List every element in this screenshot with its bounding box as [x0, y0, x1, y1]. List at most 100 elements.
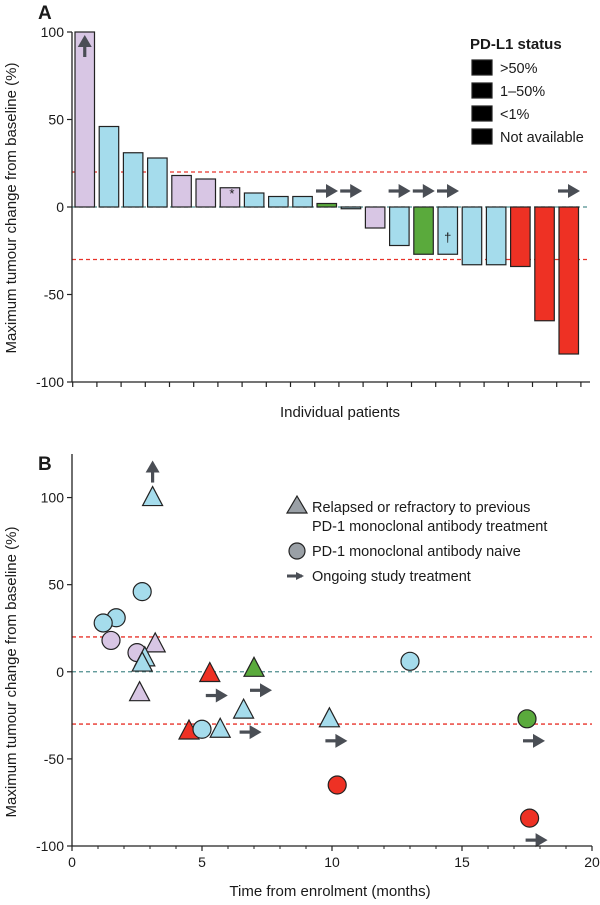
legend-swatch-gt50	[471, 59, 493, 76]
legend-swatch-1-50	[471, 82, 493, 99]
point-circle-19	[327, 775, 347, 795]
bar-mark-6: *	[229, 186, 234, 201]
ongoing-arrow-14	[412, 184, 435, 198]
ongoing-arrow-15-head	[447, 184, 459, 198]
bar-9	[292, 195, 313, 208]
ongoing-arrow-20	[558, 184, 580, 198]
legend-title: PD-L1 status	[470, 36, 562, 53]
y-tick-label-b-1: 50	[48, 577, 64, 593]
x-tick-label-b-1: 5	[198, 854, 206, 870]
legend-triangle-line2: PD-1 monoclonal antibody treatment	[312, 519, 547, 535]
bar-14	[413, 206, 434, 255]
bar-6	[219, 187, 241, 208]
y-tick-label-a-0: 100	[41, 24, 65, 40]
point-up-arrow-0-head	[145, 460, 160, 473]
legend-label-gt50: >50%	[500, 61, 538, 77]
bar-8	[268, 195, 289, 208]
panel-a-xlabel: Individual patients	[280, 404, 400, 421]
panel-a-ylabel: Maximum tumour change from baseline (%)	[3, 63, 20, 354]
point-triangle-13	[232, 697, 255, 719]
bar-16	[461, 206, 483, 266]
point-triangle-12	[128, 680, 151, 702]
y-tick-label-a-1: 50	[48, 112, 64, 128]
point-ongoing-arrow-10-head	[215, 688, 228, 703]
bar-0	[74, 31, 96, 208]
x-tick-label-b-3: 15	[454, 854, 470, 870]
bar-11	[340, 206, 362, 210]
point-circle-4	[101, 630, 121, 651]
bar-19	[534, 206, 555, 322]
point-ongoing-arrow-13-head	[249, 725, 262, 740]
point-circle-9	[400, 651, 420, 671]
bar-1	[98, 125, 120, 208]
x-tick-label-b-4: 20	[584, 854, 600, 870]
point-circle-17	[192, 719, 212, 739]
bar-5	[195, 178, 217, 208]
panel-b-points	[93, 460, 548, 848]
bar-mark-15: †	[444, 230, 451, 245]
point-ongoing-arrow-14-head	[335, 733, 348, 748]
up-arrow-0-head	[77, 35, 92, 47]
panel-a-label: A	[38, 3, 52, 24]
bar-4	[171, 174, 192, 208]
point-ongoing-arrow-15	[523, 733, 545, 748]
panel-b-ylabel: Maximum tumour change from baseline (%)	[3, 527, 20, 818]
bar-15	[437, 206, 459, 255]
ongoing-arrow-10-head	[326, 184, 338, 198]
x-tick-label-b-0: 0	[68, 854, 76, 870]
bar-3	[147, 157, 168, 208]
bar-13	[389, 206, 410, 247]
panel-b-xlabel: Time from enrolment (months)	[229, 883, 430, 900]
point-ongoing-arrow-10	[205, 688, 228, 703]
legend-circle-icon	[288, 542, 306, 560]
point-circle-20	[519, 808, 540, 828]
y-tick-label-b-2: 0	[56, 664, 64, 680]
ongoing-arrow-20-head	[568, 184, 580, 198]
panel-a-legend: PD-L1 status >50% 1–50% <1% Not availabl…	[470, 36, 584, 146]
panel-b-legend: Relapsed or refractory to previous PD-1 …	[285, 494, 547, 585]
ongoing-arrow-13-head	[398, 184, 411, 198]
legend-swatch-na	[471, 128, 493, 145]
ongoing-arrow-14-head	[422, 184, 435, 198]
legend-swatch-lt1	[471, 105, 493, 122]
point-triangle-18	[209, 716, 232, 738]
ongoing-arrow-15	[437, 184, 459, 198]
point-ongoing-arrow-11-head	[260, 683, 272, 698]
point-up-arrow-0	[145, 460, 160, 483]
point-triangle-8	[131, 650, 154, 672]
legend-label-1-50: 1–50%	[500, 84, 545, 100]
bar-17	[485, 206, 507, 266]
panel-a-axes: 100 50 0 -50 -100	[36, 24, 590, 390]
point-triangle-14	[318, 706, 341, 728]
bar-2	[122, 152, 144, 208]
bar-12	[364, 206, 386, 229]
y-tick-label-b-3: -50	[44, 751, 64, 767]
legend-triangle-line1: Relapsed or refractory to previous	[312, 500, 530, 516]
point-ongoing-arrow-20-head	[535, 833, 548, 848]
point-circle-1	[132, 582, 152, 602]
point-ongoing-arrow-14	[325, 733, 348, 748]
bar-10	[316, 202, 338, 208]
y-tick-label-a-4: -100	[36, 374, 64, 390]
point-triangle-10	[198, 661, 221, 683]
panel-a-bars	[74, 31, 580, 355]
y-tick-label-b-4: -100	[36, 838, 64, 854]
y-tick-label-a-2: 0	[56, 199, 64, 215]
panel-a-annotations: *†	[77, 35, 580, 245]
x-tick-label-b-2: 10	[324, 854, 340, 870]
legend-triangle-icon	[285, 494, 309, 514]
point-circle-15	[517, 709, 537, 729]
point-triangle-0	[141, 485, 164, 507]
point-ongoing-arrow-15-head	[533, 733, 545, 748]
ongoing-arrow-11	[340, 184, 363, 198]
ongoing-arrow-11-head	[350, 184, 363, 198]
point-ongoing-arrow-20	[525, 833, 548, 848]
bar-18	[510, 206, 531, 268]
y-tick-label-b-0: 100	[41, 490, 65, 506]
ongoing-arrow-10	[316, 184, 338, 198]
point-triangle-5	[144, 631, 167, 653]
ongoing-arrow-13	[388, 184, 411, 198]
up-arrow-0	[77, 35, 92, 57]
